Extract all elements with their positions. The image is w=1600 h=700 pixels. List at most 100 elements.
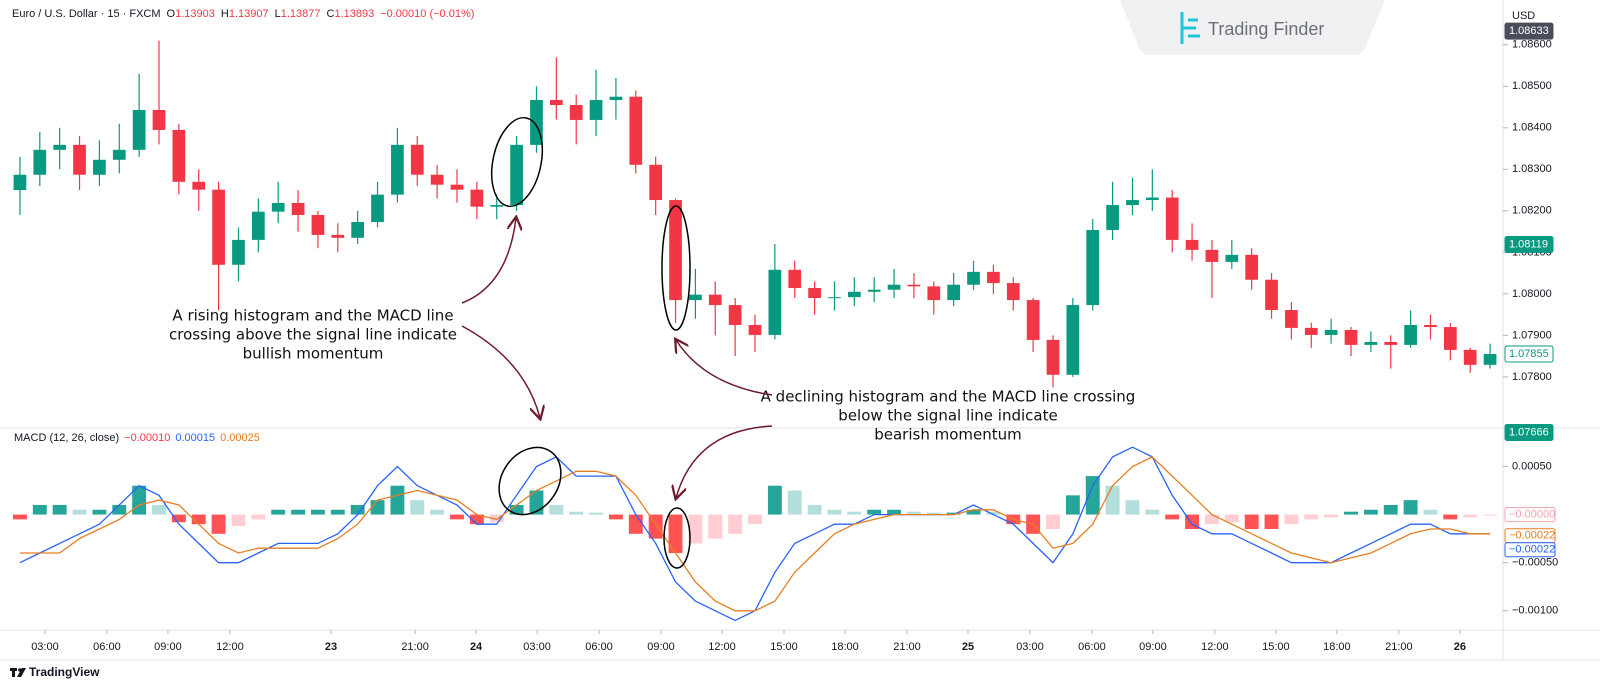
price-label-box <box>1504 22 1554 40</box>
histogram-bar <box>152 504 166 515</box>
histogram-bar <box>688 514 703 544</box>
price-label: 1.07666 <box>1509 426 1549 438</box>
histogram-bar <box>668 514 683 554</box>
histogram-bar <box>1046 514 1060 529</box>
annotation-line: A rising histogram and the MACD line <box>172 307 453 325</box>
annotation-line: crossing above the signal line indicate <box>169 326 457 344</box>
price-label-box <box>1504 345 1554 363</box>
histogram-bar <box>1383 504 1398 515</box>
candle-body <box>73 144 86 175</box>
histogram-bar <box>966 509 981 515</box>
symbol: Euro / U.S. Dollar · 15 · FXCM <box>12 8 161 20</box>
histogram-bar <box>748 514 762 525</box>
histogram-bar <box>608 514 623 520</box>
arrow <box>461 218 516 304</box>
candle-body <box>331 234 345 238</box>
candle-body <box>768 269 782 335</box>
candle-body <box>1165 197 1179 240</box>
candle-body <box>1443 327 1457 350</box>
histogram-bar <box>1125 500 1140 515</box>
ohlc-key: H <box>221 8 229 20</box>
candle-body <box>1086 229 1100 306</box>
y-tick-label: 1.07800 <box>1512 371 1552 383</box>
y-tick-label: 1.07900 <box>1512 329 1552 341</box>
histogram-bar <box>92 509 107 515</box>
macd-legend-value: 0.00025 <box>220 432 260 444</box>
logo-icon <box>1180 12 1200 44</box>
candle-body <box>232 239 245 265</box>
macd-title: MACD (12, 26, close) <box>14 432 119 444</box>
histogram-bar <box>350 504 365 515</box>
histogram-bar <box>191 514 206 525</box>
histogram-bar <box>72 509 87 515</box>
histogram-bar <box>1244 514 1259 529</box>
histogram-bar <box>450 514 464 520</box>
symbol-legend: Euro / U.S. Dollar · 15 · FXCM O1.13903 H1… <box>12 8 474 20</box>
candle-body <box>371 194 384 223</box>
candle-body <box>391 144 404 195</box>
histogram-bar <box>827 509 842 515</box>
x-tick-label: 21:00 <box>893 641 921 653</box>
value-marker-box <box>1504 507 1556 523</box>
histogram-bar <box>926 512 941 515</box>
y-tick-label: −0.00050 <box>1512 557 1558 569</box>
histogram-bar <box>1403 500 1418 515</box>
arrow <box>461 325 540 418</box>
candle-body <box>1344 329 1358 345</box>
candle-body <box>847 291 861 298</box>
histogram-bar <box>728 514 743 534</box>
histogram-bar <box>171 514 186 523</box>
annotation-line: A declining histogram and the MACD line … <box>761 388 1136 406</box>
candle-body <box>132 109 146 150</box>
x-tick-label: 25 <box>962 641 974 653</box>
histogram-bar <box>410 500 425 515</box>
candle-body <box>1245 254 1259 280</box>
brand: Trading Finder <box>1208 19 1324 39</box>
histogram-bar <box>1304 514 1319 520</box>
histogram-bar <box>1105 485 1120 515</box>
candle-body <box>728 305 742 325</box>
histogram-bar <box>529 490 544 515</box>
ohlc-key: L <box>275 8 281 20</box>
histogram-bar <box>469 514 484 525</box>
x-tick-label: 21:00 <box>1385 641 1413 653</box>
candle-body <box>947 284 961 301</box>
value-marker-label: −0.00000 <box>1509 508 1555 520</box>
candle-body <box>1225 254 1239 262</box>
arrow <box>676 340 773 396</box>
candle-body <box>1324 329 1338 335</box>
candle-body <box>649 164 663 201</box>
ohlc-value: 1.13903 <box>175 8 215 20</box>
candle-body <box>1404 324 1417 345</box>
annotation-line: below the signal line indicate <box>838 407 1057 425</box>
histogram-bar <box>847 511 862 515</box>
histogram-bar <box>291 509 306 515</box>
x-tick-label: 12:00 <box>1201 641 1229 653</box>
currency: USD <box>1512 10 1535 22</box>
candle-body <box>192 181 206 190</box>
histogram-bar <box>708 514 723 539</box>
x-tick-label: 21:00 <box>401 641 429 653</box>
histogram-bar <box>1423 509 1438 515</box>
candle-body <box>609 96 623 101</box>
candle-body <box>689 294 702 301</box>
histogram-bar <box>867 509 882 515</box>
candle-body <box>1006 283 1020 301</box>
macd-legend: MACD (12, 26, close) −0.00010 0.00015 0.000… <box>14 432 260 444</box>
candle-body <box>1384 341 1398 345</box>
candle-body <box>112 149 126 160</box>
price-label: 1.08633 <box>1509 25 1549 37</box>
x-tick-label: 15:00 <box>1262 641 1290 653</box>
candle-body <box>1185 239 1199 250</box>
candle-body <box>967 271 980 285</box>
candle-body <box>33 149 47 175</box>
candle-body <box>490 205 504 207</box>
histogram-bar <box>1284 514 1299 525</box>
candle-body <box>152 109 166 130</box>
price-label: 1.07855 <box>1509 348 1549 360</box>
histogram-bar <box>430 509 445 515</box>
footer-brand: TradingView <box>29 665 100 679</box>
candle-body <box>828 297 841 299</box>
